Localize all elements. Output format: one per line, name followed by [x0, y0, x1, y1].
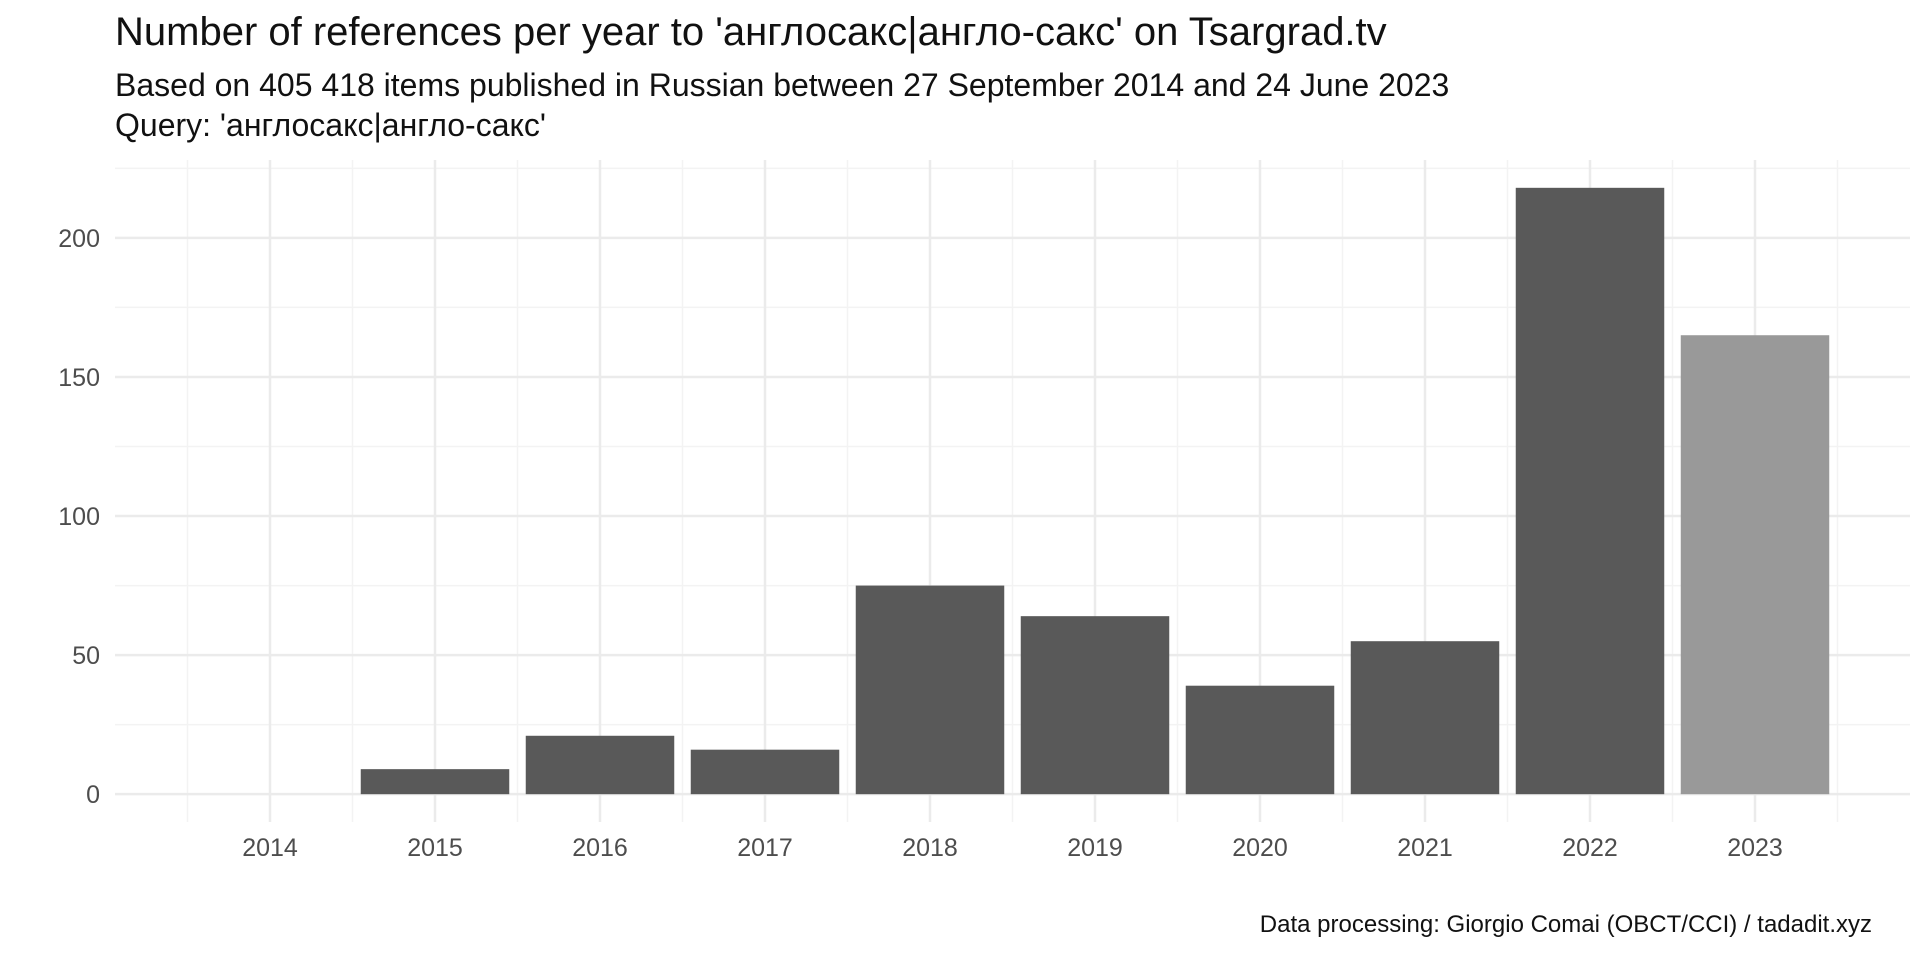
bar-2021 — [1350, 641, 1500, 795]
x-tick-label: 2023 — [1727, 834, 1783, 862]
x-tick-label: 2021 — [1397, 834, 1453, 862]
x-tick-label: 2018 — [902, 834, 958, 862]
x-tick-label: 2017 — [737, 834, 793, 862]
y-tick-label: 0 — [86, 781, 100, 809]
chart-subtitle-line-1: Based on 405 418 items published in Russ… — [115, 67, 1450, 103]
chart-caption: Data processing: Giorgio Comai (OBCT/CCI… — [1259, 911, 1872, 938]
chart-title: Number of references per year to 'англос… — [115, 10, 1387, 54]
bar-2016 — [525, 735, 675, 795]
bar-2023 — [1680, 335, 1830, 795]
y-tick-label: 200 — [58, 225, 100, 253]
chart-subtitle-line-2: Query: 'англосакс|англо-сакс' — [115, 107, 546, 143]
x-tick-label: 2020 — [1232, 834, 1288, 862]
y-tick-label: 100 — [58, 503, 100, 531]
x-tick-label: 2014 — [242, 834, 298, 862]
x-tick-label: 2016 — [572, 834, 628, 862]
bar-2020 — [1185, 685, 1335, 795]
x-tick-label: 2015 — [407, 834, 463, 862]
x-tick-label: 2019 — [1067, 834, 1123, 862]
bar-2022 — [1515, 187, 1665, 795]
bar-2019 — [1020, 616, 1170, 795]
bar-2015 — [360, 769, 510, 795]
bar-2018 — [855, 585, 1005, 795]
y-tick-label: 50 — [72, 642, 100, 670]
y-tick-label: 150 — [58, 364, 100, 392]
bar-2017 — [690, 749, 840, 795]
x-tick-label: 2022 — [1562, 834, 1618, 862]
